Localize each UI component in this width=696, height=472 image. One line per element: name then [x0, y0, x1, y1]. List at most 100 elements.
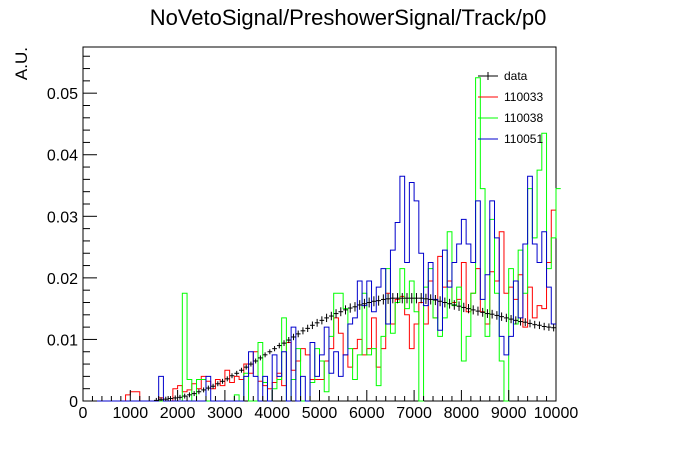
- data-point: [503, 313, 509, 323]
- data-point: [380, 294, 386, 305]
- data-point: [215, 381, 221, 387]
- data-point: [239, 367, 244, 373]
- data-point: [281, 340, 287, 347]
- data-point: [376, 295, 381, 306]
- data-point: [352, 302, 358, 312]
- data-point: [248, 361, 254, 367]
- data-point: [243, 364, 249, 370]
- data-point: [409, 293, 415, 304]
- data-point: [324, 313, 329, 323]
- series-110033-line: [83, 209, 556, 402]
- data-point: [177, 394, 183, 400]
- data-point: [319, 316, 325, 325]
- data-point: [347, 303, 353, 313]
- data-point: [201, 387, 206, 393]
- data-point: [541, 322, 547, 331]
- data-point: [414, 293, 419, 304]
- data-point: [267, 349, 273, 355]
- x-tick-label: 8000: [444, 405, 480, 422]
- data-point: [508, 315, 514, 324]
- data-point: [333, 309, 339, 318]
- data-point: [153, 397, 159, 401]
- y-tick-label: 0.02: [47, 271, 78, 288]
- data-point: [196, 389, 202, 395]
- data-point: [291, 333, 296, 341]
- data-point: [262, 352, 268, 358]
- data-point: [305, 324, 311, 332]
- data-point: [399, 293, 405, 304]
- data-point: [343, 305, 348, 315]
- data-point: [172, 395, 178, 401]
- data-point: [513, 316, 519, 325]
- legend-label: data: [504, 69, 528, 83]
- data-point: [158, 397, 164, 401]
- data-point: [485, 309, 490, 318]
- data-point: [423, 293, 429, 304]
- data-point: [447, 298, 452, 309]
- x-tick-label: 9000: [491, 405, 527, 422]
- x-tick-label: 5000: [302, 405, 338, 422]
- data-point: [168, 396, 173, 401]
- data-point: [499, 312, 504, 321]
- data-point: [451, 300, 457, 310]
- y-axis-label: A.U.: [12, 47, 31, 80]
- legend-label: 110033: [504, 90, 543, 104]
- series-layer: [83, 77, 561, 402]
- data-point: [470, 305, 476, 315]
- data-point: [475, 306, 481, 316]
- data-point: [522, 318, 528, 327]
- x-tick-label: 0: [79, 405, 88, 422]
- x-tick-label: 6000: [349, 405, 385, 422]
- data-point: [258, 355, 263, 361]
- data-point: [357, 300, 363, 310]
- data-point: [385, 293, 391, 304]
- x-tick-label: 7000: [396, 405, 432, 422]
- legend: data 110033 110038 110051: [478, 69, 543, 146]
- data-point: [404, 293, 410, 304]
- series-110033: [83, 209, 556, 402]
- y-tick-label: 0.05: [47, 86, 78, 103]
- data-point: [551, 324, 556, 332]
- data-point: [295, 330, 301, 338]
- legend-entry: data: [478, 69, 528, 83]
- y-tick-label: 0.01: [47, 332, 78, 349]
- data-point: [314, 318, 320, 327]
- data-point: [300, 327, 306, 335]
- series-110038: [83, 77, 561, 402]
- data-point: [428, 294, 434, 305]
- data-point: [418, 293, 424, 304]
- data-point: [276, 342, 282, 349]
- data-point: [362, 298, 367, 309]
- legend-label: 110038: [504, 111, 543, 125]
- x-tick-label: 4000: [254, 405, 290, 422]
- data-point: [433, 294, 438, 306]
- data-point: [527, 319, 533, 328]
- data-point: [272, 346, 277, 352]
- data-point: [163, 396, 169, 401]
- x-tick-label: 3000: [207, 405, 243, 422]
- y-tick-label: 0.04: [47, 148, 78, 165]
- data-point: [210, 383, 216, 389]
- data-point: [366, 297, 372, 308]
- data-point: [494, 311, 500, 320]
- x-tick-label: 2000: [160, 405, 196, 422]
- data-point: [518, 317, 523, 326]
- x-tick-label: 10000: [534, 405, 579, 422]
- data-point: [537, 321, 542, 330]
- data-point: [234, 370, 240, 376]
- data-point: [466, 304, 471, 314]
- data-point: [205, 385, 211, 391]
- data-point: [310, 321, 315, 330]
- data-point: [229, 373, 235, 379]
- data-point: [328, 311, 334, 321]
- data-point: [480, 307, 486, 317]
- data-point: [437, 296, 443, 307]
- legend-entry: 110038: [478, 111, 543, 125]
- series-110038-line: [83, 77, 561, 402]
- data-point: [338, 307, 344, 317]
- data-point: [220, 378, 225, 384]
- data-point: [461, 302, 467, 313]
- data-point: [390, 293, 396, 304]
